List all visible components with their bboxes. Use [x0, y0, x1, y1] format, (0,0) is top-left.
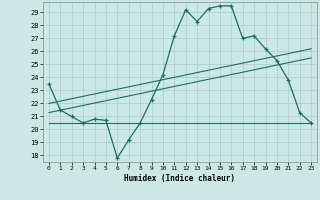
X-axis label: Humidex (Indice chaleur): Humidex (Indice chaleur) [124, 174, 236, 183]
